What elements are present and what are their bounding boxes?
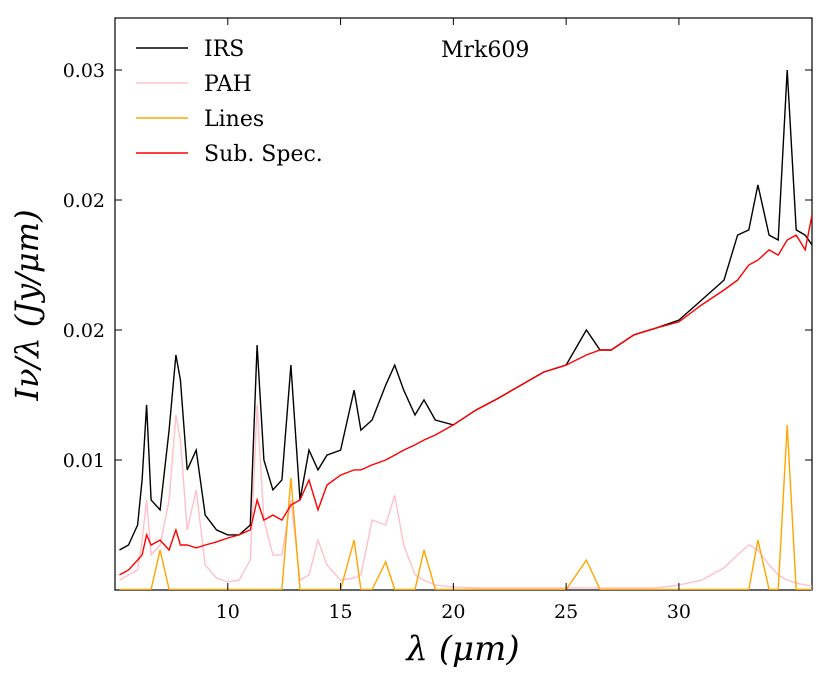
x-axis-label: λ (μm) bbox=[404, 629, 519, 669]
series-line bbox=[119, 69, 812, 551]
legend-label: IRS bbox=[204, 37, 244, 62]
x-tick-label: 25 bbox=[554, 601, 578, 623]
annotation: Mrk609 bbox=[441, 38, 529, 63]
series-line bbox=[119, 424, 812, 590]
y-tick-label: 0.02 bbox=[63, 320, 105, 342]
legend-label: Sub. Spec. bbox=[204, 142, 323, 167]
series-line bbox=[119, 214, 812, 576]
plot-frame bbox=[114, 17, 813, 591]
x-tick-label: 15 bbox=[328, 601, 352, 623]
x-tick-label: 10 bbox=[216, 601, 240, 623]
series-line bbox=[119, 404, 812, 589]
legend-label: Lines bbox=[204, 107, 264, 132]
y-tick-label: 0.01 bbox=[63, 450, 105, 472]
y-tick-label: 0.02 bbox=[63, 190, 105, 212]
legend-label: PAH bbox=[204, 72, 252, 97]
plot-area bbox=[119, 69, 812, 590]
y-tick-label: 0.03 bbox=[63, 60, 105, 82]
x-tick-label: 30 bbox=[667, 601, 691, 623]
x-tick-label: 20 bbox=[441, 601, 465, 623]
y-axis-label: Iν/λ (Jy/μm) bbox=[8, 209, 46, 401]
